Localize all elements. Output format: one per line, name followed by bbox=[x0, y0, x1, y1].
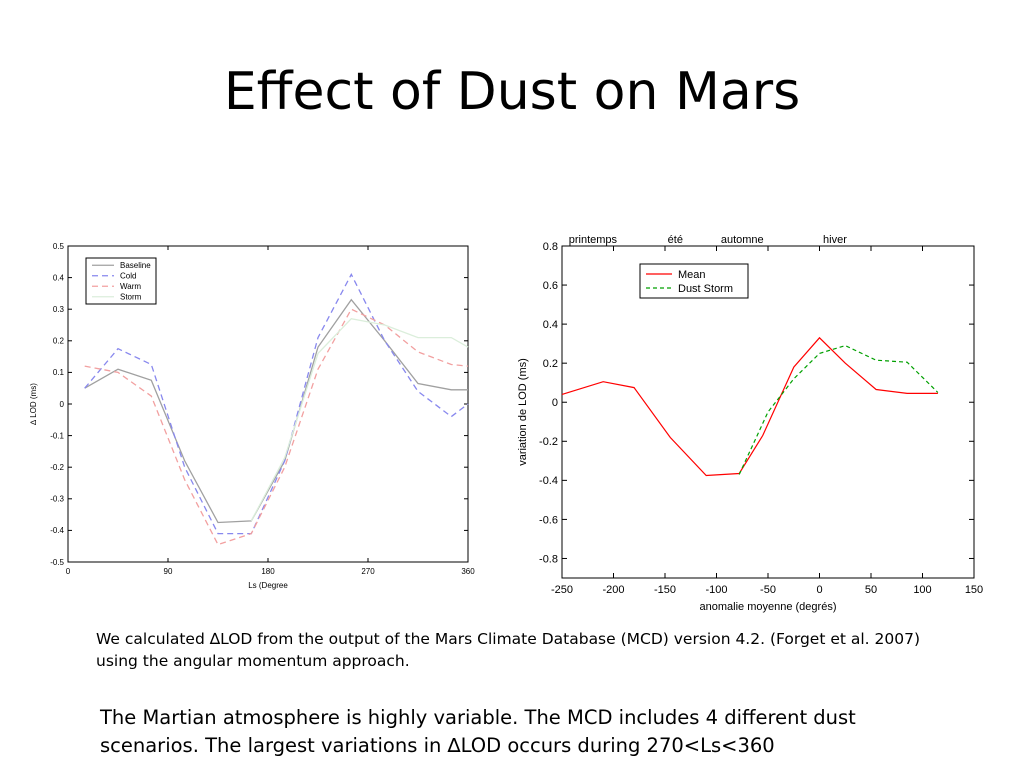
x-tick-label: 180 bbox=[261, 567, 275, 576]
slide-title: Effect of Dust on Mars bbox=[223, 62, 801, 122]
conclusion-caption: The Martian atmosphere is highly variabl… bbox=[100, 704, 980, 760]
x-tick-label: 100 bbox=[913, 584, 931, 596]
x-tick-label: -100 bbox=[705, 584, 727, 596]
x-tick-label: -200 bbox=[602, 584, 624, 596]
x-tick-label: -150 bbox=[654, 584, 676, 596]
x-tick-label: -250 bbox=[551, 584, 573, 596]
y-tick-label: 0.6 bbox=[543, 280, 558, 292]
series-line-baseline bbox=[84, 298, 468, 524]
y-tick-label: 0 bbox=[552, 397, 558, 409]
legend-label: Warm bbox=[120, 282, 141, 291]
x-tick-label: 90 bbox=[164, 567, 173, 576]
season-label: été bbox=[668, 234, 683, 246]
y-tick-label: -0.4 bbox=[50, 526, 64, 535]
y-tick-label: -0.3 bbox=[50, 495, 64, 504]
x-tick-label: 50 bbox=[865, 584, 877, 596]
series-line-warm bbox=[84, 308, 469, 546]
lod-vs-anomaly-chart: -0.8 -0.6 -0.4 -0.2 0 0.2 0.4 0.6 0.8 -250 -200 -15… bbox=[517, 234, 983, 613]
x-tick-label: 150 bbox=[965, 584, 983, 596]
x-axis-label: anomalie moyenne (degrés) bbox=[700, 601, 837, 613]
y-tick-label: -0.8 bbox=[539, 553, 558, 565]
legend-label: Baseline bbox=[120, 261, 151, 270]
season-label: automne bbox=[721, 234, 764, 246]
series-line-storm bbox=[250, 317, 469, 522]
x-axis-label: Ls (Degree bbox=[248, 581, 288, 590]
y-tick-label: 0.2 bbox=[53, 337, 65, 346]
y-tick-label: -0.2 bbox=[50, 463, 64, 472]
x-tick-label: -50 bbox=[760, 584, 776, 596]
y-tick-label: -0.1 bbox=[50, 431, 64, 440]
legend-label: Cold bbox=[120, 272, 136, 281]
season-label: hiver bbox=[823, 234, 847, 246]
series-line-dust-storm bbox=[738, 344, 939, 475]
legend-label: Mean bbox=[678, 269, 706, 281]
season-label: printemps bbox=[569, 234, 618, 246]
method-caption-line-1: We calculated ∆LOD from the output of th… bbox=[96, 630, 921, 648]
legend-box bbox=[639, 263, 749, 299]
method-caption-line-2: using the angular momentum approach. bbox=[96, 652, 410, 670]
y-tick-label: 0.3 bbox=[53, 305, 65, 314]
x-tick-label: 0 bbox=[816, 584, 822, 596]
y-tick-label: -0.6 bbox=[539, 514, 558, 526]
legend-label: Dust Storm bbox=[678, 283, 733, 295]
conclusion-caption-line-1: The Martian atmosphere is highly variabl… bbox=[100, 706, 856, 729]
y-tick-label: -0.4 bbox=[539, 475, 558, 487]
y-tick-label: 0.2 bbox=[543, 358, 558, 370]
y-tick-label: -0.5 bbox=[50, 558, 64, 567]
y-tick-label: 0.5 bbox=[53, 242, 65, 251]
y-axis-label: variation de LOD (ms) bbox=[517, 358, 529, 466]
y-tick-label: 0.4 bbox=[53, 273, 65, 282]
y-tick-label: 0 bbox=[60, 400, 65, 409]
y-tick-label: 0.8 bbox=[543, 241, 558, 253]
y-axis-label: ∆ LOD (ms) bbox=[29, 383, 38, 425]
series-line-mean bbox=[561, 336, 938, 477]
dlod-vs-ls-chart: -0.5 -0.4 -0.3 -0.2 -0.1 0 0.1 0.2 0.3 0.4 0.5 0 90 1… bbox=[29, 242, 475, 590]
y-tick-label: 0.4 bbox=[543, 319, 558, 331]
series-line-cold bbox=[84, 272, 469, 535]
x-tick-label: 270 bbox=[361, 567, 375, 576]
y-tick-label: -0.2 bbox=[539, 436, 558, 448]
plot-frame bbox=[561, 245, 975, 579]
conclusion-caption-line-2: scenarios. The largest variations in ∆LO… bbox=[100, 734, 775, 757]
legend-label: Storm bbox=[120, 293, 142, 302]
x-tick-label: 0 bbox=[66, 567, 71, 576]
method-caption: We calculated ∆LOD from the output of th… bbox=[96, 628, 976, 672]
x-tick-label: 360 bbox=[461, 567, 475, 576]
y-tick-label: 0.1 bbox=[53, 368, 65, 377]
